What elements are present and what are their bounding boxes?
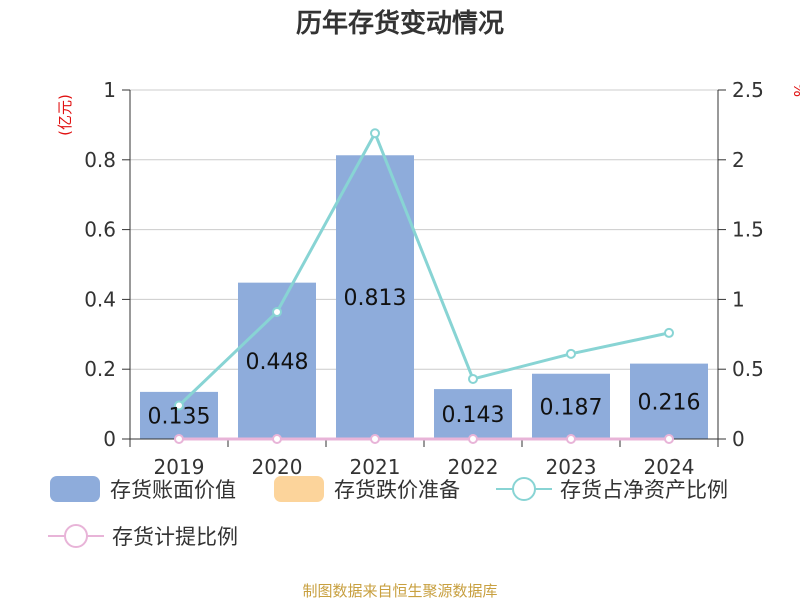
line-point	[174, 434, 184, 444]
right-tick-label: 2.5	[732, 78, 764, 102]
legend-label: 存货账面价值	[110, 478, 236, 502]
bar-data-label: 0.448	[246, 350, 309, 375]
x-tick-label: 2023	[546, 455, 597, 479]
right-tick-label: 0.5	[732, 357, 764, 381]
bar-data-label: 0.813	[344, 286, 407, 311]
chart-title: 历年存货变动情况	[296, 8, 504, 39]
x-tick-label: 2021	[350, 455, 401, 479]
line-point	[370, 128, 380, 139]
bar-data-label: 0.135	[148, 404, 211, 429]
legend-label: 存货占净资产比例	[560, 478, 728, 502]
legend-swatch	[50, 476, 100, 502]
line-point	[566, 434, 576, 444]
line-point	[566, 348, 576, 359]
gridlines	[130, 89, 718, 440]
legend-swatch	[274, 476, 324, 502]
left-axis-unit: (亿元)	[56, 94, 74, 136]
bar-data-label: 0.187	[540, 395, 603, 420]
left-tick-label: 0.6	[84, 218, 116, 242]
legend-marker	[64, 524, 88, 548]
line-point	[272, 434, 282, 444]
right-tick-label: 1.5	[732, 218, 764, 242]
series-line	[177, 129, 670, 407]
bar-series	[140, 155, 708, 439]
right-axis-unit: %	[790, 83, 800, 97]
left-tick-label: 0.8	[84, 148, 116, 172]
bar	[630, 363, 708, 439]
line-point	[272, 306, 282, 317]
bar	[140, 391, 218, 439]
left-tick-label: 0.4	[84, 287, 116, 311]
line-series	[174, 128, 674, 444]
line-point	[664, 327, 674, 338]
bar-data-label: 0.143	[442, 403, 505, 428]
left-tick-label: 0	[103, 427, 116, 451]
data-source-note: 制图数据来自恒生聚源数据库	[302, 582, 497, 600]
right-tick-label: 0	[732, 427, 745, 451]
right-tick-label: 2	[732, 148, 745, 172]
left-tick-label: 1	[103, 78, 116, 102]
bar	[336, 155, 414, 439]
line-point	[664, 434, 674, 444]
line-point	[174, 400, 184, 411]
x-tick-label: 2022	[448, 455, 499, 479]
legend-label: 存货跌价准备	[334, 478, 460, 502]
bar	[532, 373, 610, 439]
x-tick-label: 2019	[154, 455, 205, 479]
bar-data-label: 0.216	[638, 390, 701, 415]
bar	[434, 389, 512, 439]
line-point	[468, 434, 478, 444]
x-tick-label: 2020	[252, 455, 303, 479]
line-point	[468, 373, 478, 384]
x-tick-label: 2024	[644, 455, 695, 479]
bar-labels: 0.135 0.448 0.813 0.143 0.187 0.216	[148, 286, 701, 429]
right-tick-label: 1	[732, 287, 745, 311]
legend-marker	[512, 477, 536, 501]
legend-label: 存货计提比例	[112, 525, 238, 549]
line-point	[370, 434, 380, 444]
left-tick-label: 0.2	[84, 357, 116, 381]
